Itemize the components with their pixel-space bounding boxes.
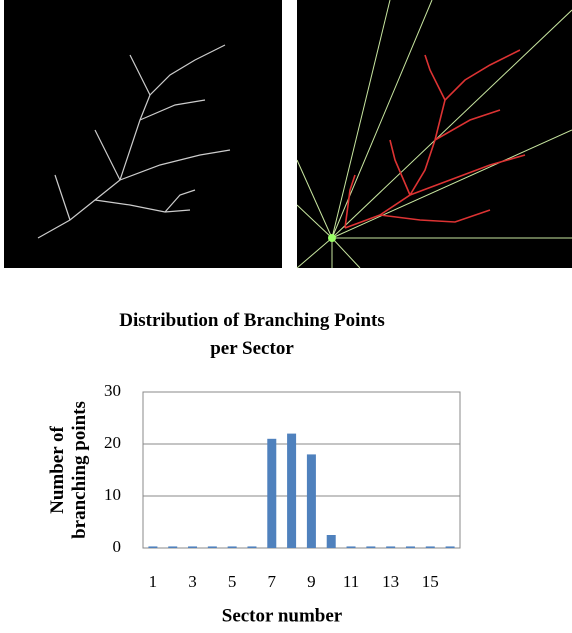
y-tick-label: 10 [104, 485, 121, 504]
bar [228, 546, 237, 548]
bar [347, 546, 356, 548]
x-tick-label: 11 [343, 572, 359, 591]
bar [307, 454, 316, 548]
x-tick-label: 5 [228, 572, 237, 591]
bar [366, 546, 375, 548]
x-tick-label: 7 [268, 572, 277, 591]
bar [148, 546, 157, 548]
bar [287, 434, 296, 548]
bar [426, 546, 435, 548]
image-background [297, 0, 572, 268]
y-axis-label: Number ofbranching points [47, 401, 90, 539]
x-axis-label: Sector number [222, 605, 343, 626]
x-tick-label: 13 [382, 572, 399, 591]
left-image [4, 0, 282, 268]
y-tick-label: 0 [113, 537, 122, 556]
bar [188, 546, 197, 548]
image-background [4, 0, 282, 268]
bar [406, 546, 415, 548]
bar [168, 546, 177, 548]
x-tick-label: 9 [307, 572, 316, 591]
y-tick-label: 30 [104, 381, 121, 400]
bar [446, 546, 455, 548]
plot-frame [143, 392, 460, 548]
right-image [297, 0, 572, 268]
bar [327, 535, 336, 548]
x-tick-label: 3 [188, 572, 197, 591]
figure: Distribution of Branching Pointsper Sect… [0, 0, 572, 633]
page: Distribution of Branching Pointsper Sect… [0, 0, 572, 633]
y-tick-label: 20 [104, 433, 121, 452]
bar [386, 546, 395, 548]
bar [208, 546, 217, 548]
x-tick-label: 15 [422, 572, 439, 591]
bar [267, 439, 276, 548]
bar [247, 546, 256, 548]
origin [328, 234, 336, 242]
x-tick-label: 1 [149, 572, 158, 591]
